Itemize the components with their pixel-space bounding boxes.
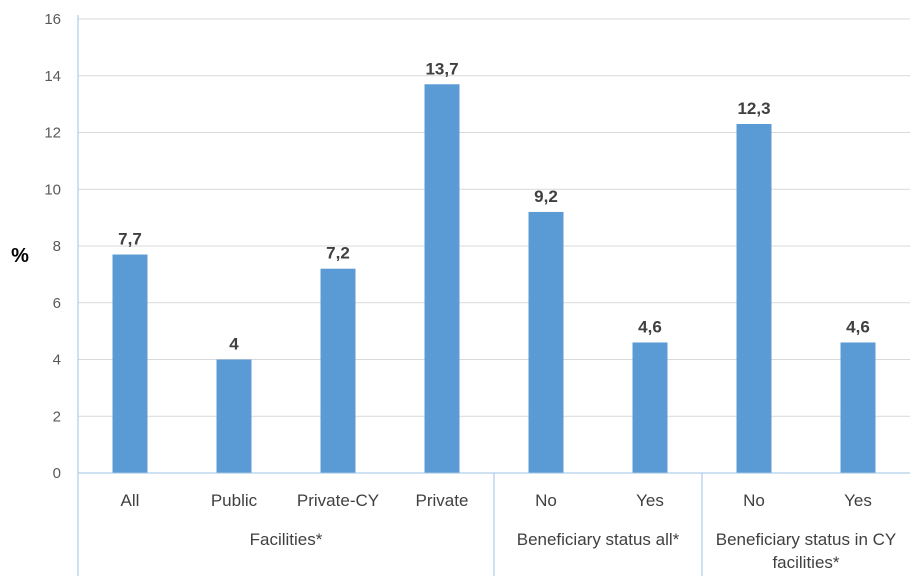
group-label: facilities* (772, 553, 839, 572)
y-tick-label: 16 (44, 11, 61, 28)
x-tick-label: Private-CY (297, 491, 379, 510)
group-label: Beneficiary status all* (517, 530, 680, 549)
y-tick-label: 2 (53, 408, 61, 425)
bars (112, 84, 876, 474)
bar (632, 342, 668, 473)
data-label: 13,7 (425, 59, 458, 78)
data-label: 4,6 (638, 317, 662, 336)
data-label: 7,7 (118, 230, 142, 249)
group-label: Beneficiary status in CY (716, 530, 896, 549)
data-label: 4,6 (846, 317, 870, 336)
data-labels: 7,7 4 7,2 13,7 9,2 4,6 12,3 4,6 (118, 59, 870, 353)
bar (840, 342, 876, 473)
y-tick-label: 8 (53, 238, 61, 255)
y-tick-label: 4 (53, 352, 61, 369)
y-axis-label: % (11, 245, 29, 267)
bar (112, 254, 148, 473)
x-tick-label: Yes (636, 491, 664, 510)
y-tick-label: 14 (44, 68, 61, 85)
y-tick-label: 12 (44, 125, 61, 142)
data-label: 7,2 (326, 244, 350, 263)
x-axis-category-labels: All Public Private-CY Private No Yes No Yes (121, 491, 872, 510)
y-tick-label: 10 (44, 181, 61, 198)
x-tick-label: No (743, 491, 765, 510)
y-tick-label: 6 (53, 295, 61, 312)
bar (216, 359, 252, 473)
x-tick-label: Yes (844, 491, 872, 510)
x-axis-group-labels: Facilities* Beneficiary status all* Benefi… (250, 530, 897, 572)
group-label: Facilities* (250, 530, 323, 549)
data-label: 4 (229, 335, 239, 354)
y-tick-label: 0 (53, 465, 61, 482)
x-tick-label: No (535, 491, 557, 510)
bar (320, 268, 356, 473)
x-axis (77, 15, 910, 576)
bar (528, 211, 564, 473)
x-tick-label: Public (211, 491, 258, 510)
x-tick-label: Private (416, 491, 469, 510)
bar (424, 84, 460, 473)
gridlines (78, 18, 910, 417)
bar (736, 123, 772, 474)
y-axis-ticks: 0 2 4 6 8 10 12 14 16 (44, 11, 61, 482)
data-label: 9,2 (534, 187, 558, 206)
x-tick-label: All (121, 491, 140, 510)
data-label: 12,3 (737, 99, 770, 118)
